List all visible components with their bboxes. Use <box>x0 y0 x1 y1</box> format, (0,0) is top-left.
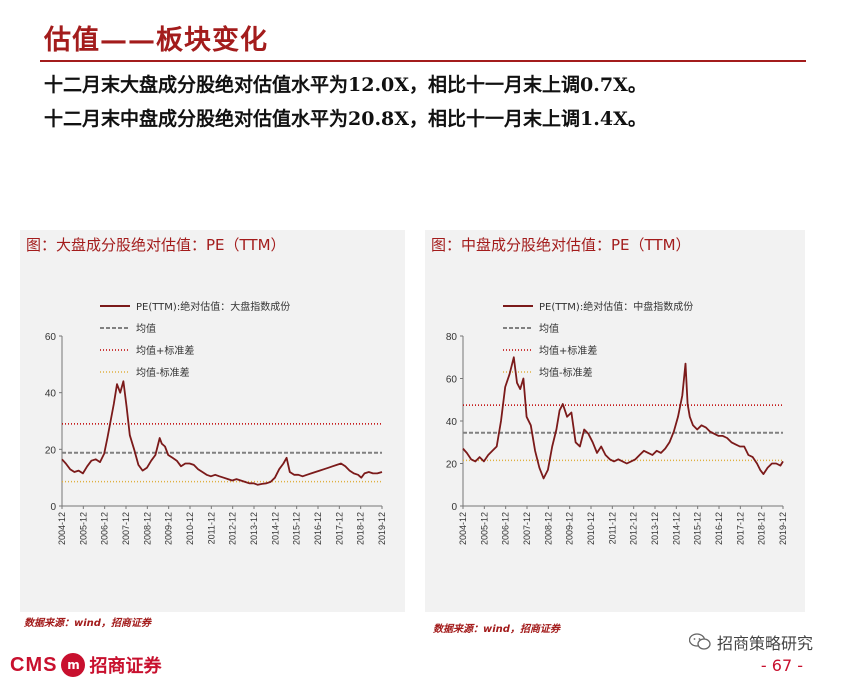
y-tick-label: 80 <box>446 332 458 343</box>
chart-panel-large-cap: 图：大盘成分股绝对估值：PE（TTM） PE(TTM):绝对估值：大盘指数成份均… <box>20 230 405 612</box>
x-tick-label: 2012-12 <box>228 512 238 545</box>
x-tick-label: 2010-12 <box>185 512 195 545</box>
x-tick-label: 2017-12 <box>735 512 745 545</box>
legend-label: PE(TTM):绝对估值：大盘指数成份 <box>136 300 290 313</box>
x-tick-label: 2007-12 <box>522 512 532 545</box>
legend-label: PE(TTM):绝对估值：中盘指数成份 <box>539 300 693 313</box>
x-tick-label: 2009-12 <box>565 512 575 545</box>
x-tick-label: 2019-12 <box>377 512 387 545</box>
x-tick-label: 2011-12 <box>607 512 617 544</box>
wechat-icon <box>688 633 711 650</box>
y-tick-label: 0 <box>50 502 56 513</box>
x-tick-label: 2012-12 <box>629 512 639 545</box>
y-tick-label: 20 <box>45 445 57 456</box>
x-tick-label: 2013-12 <box>249 512 259 545</box>
x-tick-label: 2015-12 <box>292 512 302 545</box>
page-number: - 67 - <box>760 656 803 675</box>
x-tick-label: 2006-12 <box>501 512 511 545</box>
x-tick-label: 2007-12 <box>121 512 131 545</box>
logo-cms-text: CMS <box>10 653 58 676</box>
cms-logo: CMS m 招商证券 <box>10 652 161 678</box>
x-tick-label: 2004-12 <box>57 512 67 545</box>
x-tick-label: 2010-12 <box>586 512 596 545</box>
x-tick-label: 2008-12 <box>142 512 152 545</box>
y-tick-label: 0 <box>451 502 457 513</box>
legend-label: 均值 <box>539 322 559 335</box>
chart-title: 图：大盘成分股绝对估值：PE（TTM） <box>26 236 286 254</box>
x-tick-label: 2016-12 <box>313 512 323 545</box>
legend-label: 均值-标准差 <box>539 366 593 379</box>
wechat-account: 招商策略研究 <box>688 630 813 654</box>
x-tick-label: 2019-12 <box>778 512 788 545</box>
page-title: 估值——板块变化 <box>44 25 268 56</box>
legend-label: 均值+标准差 <box>539 344 597 357</box>
title-rule <box>40 60 806 62</box>
legend-label: 均值+标准差 <box>136 344 194 357</box>
x-tick-label: 2015-12 <box>693 512 703 545</box>
logo-badge-icon: m <box>61 653 86 677</box>
x-tick-label: 2014-12 <box>671 512 681 545</box>
summary-line-2: 十二月末中盘成分股绝对估值水平为20.8X，相比十一月末上调1.4X。 <box>44 108 647 130</box>
x-tick-label: 2009-12 <box>164 512 174 545</box>
y-tick-label: 60 <box>446 375 458 386</box>
x-tick-label: 2005-12 <box>78 512 88 545</box>
x-tick-label: 2011-12 <box>206 512 216 544</box>
logo-name-text: 招商证券 <box>89 656 162 677</box>
wechat-name: 招商策略研究 <box>716 634 813 653</box>
y-tick-label: 40 <box>446 417 458 428</box>
y-tick-label: 20 <box>446 460 458 471</box>
x-tick-label: 2006-12 <box>100 512 110 545</box>
x-tick-label: 2005-12 <box>479 512 489 545</box>
legend-label: 均值-标准差 <box>136 366 190 379</box>
x-tick-label: 2016-12 <box>714 512 724 545</box>
x-tick-label: 2014-12 <box>270 512 280 545</box>
legend-label: 均值 <box>136 322 156 335</box>
x-tick-label: 2008-12 <box>543 512 553 545</box>
data-source: 数据来源：wind，招商证券 <box>433 624 560 635</box>
x-tick-label: 2017-12 <box>334 512 344 545</box>
x-tick-label: 2013-12 <box>650 512 660 545</box>
y-tick-label: 60 <box>45 332 57 343</box>
data-source: 数据来源：wind，招商证券 <box>24 618 151 629</box>
pe-series-line <box>61 380 383 486</box>
chart-title: 图：中盘成分股绝对估值：PE（TTM） <box>431 236 691 254</box>
pe-series-line <box>462 356 784 480</box>
x-tick-label: 2004-12 <box>458 512 468 545</box>
y-tick-label: 40 <box>45 389 57 400</box>
chart-panel-mid-cap: 图：中盘成分股绝对估值：PE（TTM） PE(TTM):绝对估值：中盘指数成份均… <box>425 230 805 612</box>
summary-line-1: 十二月末大盘成分股绝对估值水平为12.0X，相比十一月末上调0.7X。 <box>44 74 647 96</box>
x-tick-label: 2018-12 <box>356 512 366 545</box>
x-tick-label: 2018-12 <box>757 512 767 545</box>
